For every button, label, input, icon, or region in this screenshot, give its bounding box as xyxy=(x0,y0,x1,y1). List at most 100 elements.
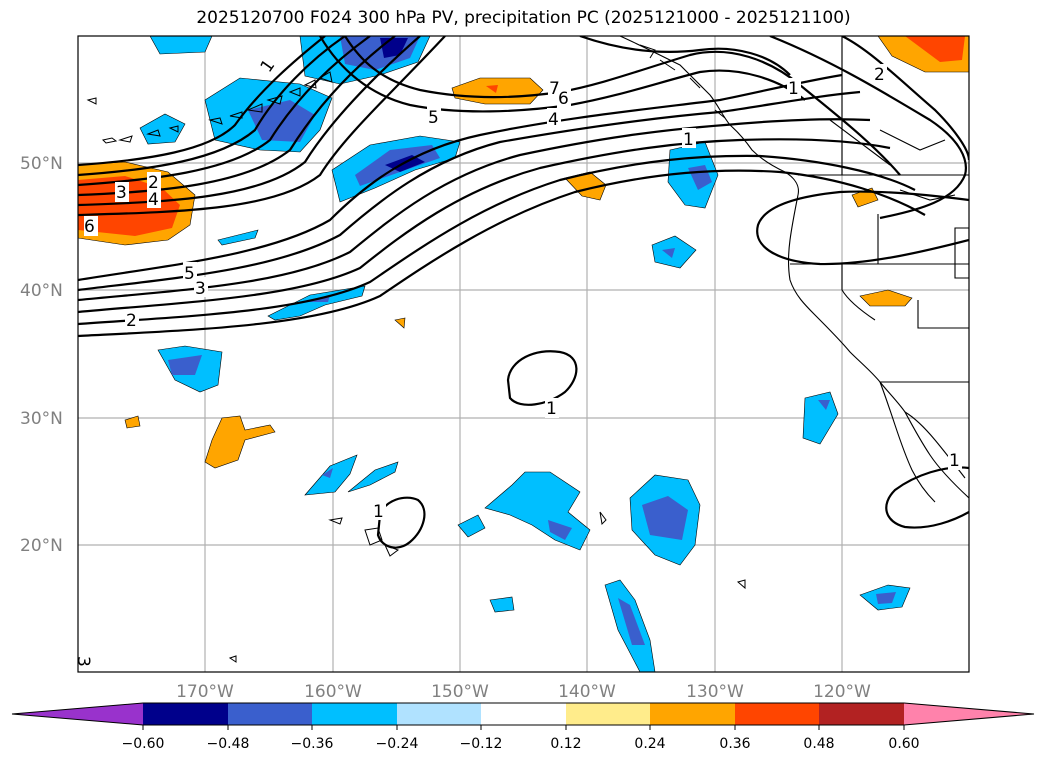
border-states-7 xyxy=(954,227,969,279)
contour-closed-1 xyxy=(506,350,578,406)
colorbar-segment xyxy=(650,703,735,725)
lon-label: 170°W xyxy=(176,682,234,702)
shade-mid-pac-2 xyxy=(347,461,399,493)
lon-label: 120°W xyxy=(813,682,871,702)
contour-label: 1 xyxy=(683,130,694,150)
shade-mid-small xyxy=(651,235,697,269)
colorbar-segment xyxy=(312,703,397,725)
contour-label: 6 xyxy=(558,89,569,109)
colorbar-tick-label: −0.12 xyxy=(460,736,503,752)
contour-jet-1 xyxy=(78,73,843,282)
colorbar-extend-high xyxy=(904,703,1034,725)
contour-label: 5 xyxy=(184,264,195,284)
contour-label: 4 xyxy=(548,110,559,130)
colorbar-extend-low xyxy=(12,703,143,725)
colorbar-tick-label: −0.24 xyxy=(376,736,419,752)
contour-label: 4 xyxy=(148,190,159,210)
shade-streak-west xyxy=(217,229,259,246)
shade-hawaii-ne-small xyxy=(457,514,486,538)
colorbar-segment xyxy=(143,703,228,725)
colorbar-tick-label: −0.36 xyxy=(291,736,334,752)
contour-jet-3 xyxy=(78,118,871,302)
latitude-labels: 50°N 40°N 30°N 20°N xyxy=(20,154,63,556)
lon-label: 140°W xyxy=(558,682,616,702)
contour-upper-3 xyxy=(78,36,371,187)
inland-lines xyxy=(829,119,956,201)
islands xyxy=(86,44,746,663)
shade-streak-mid xyxy=(267,285,366,321)
contour-ne-1 xyxy=(769,36,967,220)
border-states-5 xyxy=(917,300,969,329)
lon-label: 150°W xyxy=(431,682,489,702)
shade-mid-small-core xyxy=(662,248,675,258)
contour-label: 2 xyxy=(126,311,137,331)
contour-jet-2 xyxy=(78,90,861,292)
map-frame xyxy=(77,35,970,673)
lat-label: 40°N xyxy=(20,281,63,301)
shade-mid-pac-1 xyxy=(304,454,358,496)
colorbar-tick-label: −0.60 xyxy=(122,736,165,752)
colorbar: −0.60 −0.48 −0.36 −0.24 −0.12 0.12 0.24 … xyxy=(11,702,1035,752)
shade-cal-offshore-core xyxy=(818,400,830,410)
contour-label: 3 xyxy=(73,656,93,667)
shade-ne-positive-core xyxy=(905,36,965,62)
contour-north-ridge-1 xyxy=(344,36,901,176)
contour-label: 2 xyxy=(148,173,159,193)
contour-north-ridge-3 xyxy=(579,36,791,76)
shade-southeast-core xyxy=(876,592,896,604)
colorbar-segment xyxy=(481,703,566,725)
colorbar-tick-label: 0.36 xyxy=(719,736,750,752)
lat-label: 20°N xyxy=(20,536,63,556)
contour-trough-1 xyxy=(756,190,969,266)
coast-pacific-nw xyxy=(787,194,969,499)
shade-west-blob-core xyxy=(168,355,202,375)
longitude-labels: 170°W 160°W 150°W 140°W 130°W 120°W xyxy=(176,682,871,702)
colorbar-tick-label: 0.24 xyxy=(634,736,665,752)
contour-jet-6 xyxy=(78,169,926,338)
colorbar-segment xyxy=(397,703,481,725)
shade-hawaii-ne-core xyxy=(548,520,572,540)
contour-label: 1 xyxy=(546,399,557,419)
contour-upper-6 xyxy=(78,36,446,217)
contour-jet-5 xyxy=(78,154,916,326)
colorbar-tick-label: 0.12 xyxy=(550,736,581,752)
contour-label: 2 xyxy=(874,65,885,85)
contour-label: 1 xyxy=(788,79,799,99)
shade-tiny-positive xyxy=(124,415,141,429)
border-states-3 xyxy=(841,264,876,321)
lon-label: 160°W xyxy=(304,682,362,702)
coast-alaska-panhandle xyxy=(619,36,799,196)
shade-south-streak-core xyxy=(618,598,645,645)
contour-label: 3 xyxy=(116,183,127,203)
colorbar-segment xyxy=(566,703,650,725)
colorbar-tick-label: 0.48 xyxy=(803,736,834,752)
lon-label: 130°W xyxy=(686,682,744,702)
shade-south-small xyxy=(489,596,515,613)
contour-label: 1 xyxy=(373,502,384,522)
contour-label: 3 xyxy=(195,279,206,299)
colorbar-tick-label: −0.48 xyxy=(207,736,250,752)
contour-upper-2 xyxy=(78,36,346,177)
shade-small-aleut xyxy=(139,113,186,145)
colorbar-segment xyxy=(735,703,819,725)
shade-mid-pac-1-core xyxy=(322,468,333,478)
shade-cal-offshore xyxy=(802,391,839,445)
contour-label: 7 xyxy=(549,79,560,99)
colorbar-tick-label: 0.60 xyxy=(888,736,919,752)
contour-upper-1 xyxy=(78,36,326,167)
colorbar-segment xyxy=(228,703,312,725)
contour-southeast xyxy=(885,466,969,529)
shade-nevada-positive xyxy=(859,289,913,307)
contour-label: 1 xyxy=(949,451,960,471)
lat-label: 50°N xyxy=(20,154,63,174)
contour-ne-2 xyxy=(841,36,969,161)
plot-title: 2025120700 F024 300 hPa PV, precipitatio… xyxy=(196,8,851,28)
contour-label: 5 xyxy=(428,108,439,128)
shade-small-positive xyxy=(394,317,406,329)
shade-north-top xyxy=(149,36,213,55)
shade-gulf-positive-core xyxy=(486,85,498,93)
contour-label: 6 xyxy=(84,217,95,237)
shade-south-positive xyxy=(204,415,276,469)
coast-baja xyxy=(879,381,936,503)
